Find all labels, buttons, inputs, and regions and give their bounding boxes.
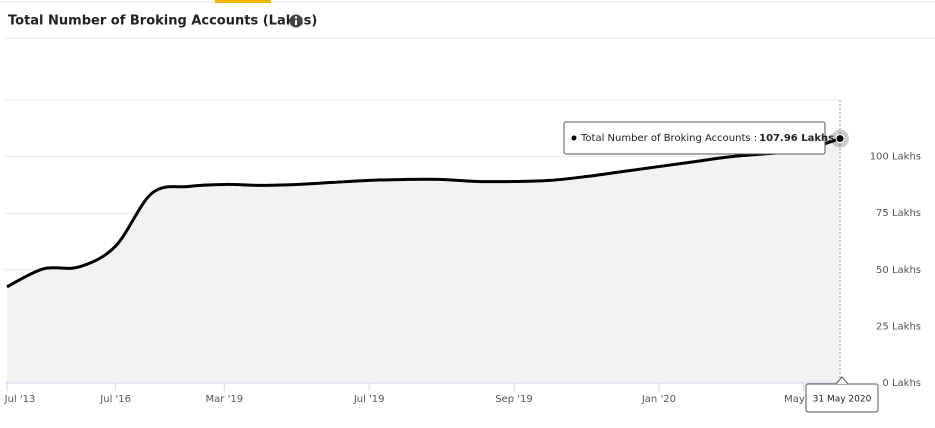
data-point xyxy=(835,134,845,144)
x-tick-label: Jul '16 xyxy=(99,394,131,405)
y-tick-label: 100 Lakhs xyxy=(870,152,921,163)
tooltip-bullet xyxy=(571,135,577,141)
date-pointer xyxy=(835,376,849,385)
active-tab xyxy=(215,0,271,3)
x-tick-label: Jul '13 xyxy=(4,394,36,405)
tooltip-box xyxy=(563,121,826,155)
info-icon[interactable] xyxy=(289,14,303,28)
x-tick-label: Jul '19 xyxy=(353,394,385,405)
date-tooltip: 31 May 2020 xyxy=(805,376,879,413)
y-tick-label: 50 Lakhs xyxy=(876,265,921,276)
x-tick-label: Jan '20 xyxy=(641,394,676,405)
x-tick-label: Sep '19 xyxy=(495,394,533,405)
tooltip-label: Total Number of Broking Accounts : xyxy=(580,133,757,144)
x-tick-label: May '20 xyxy=(784,394,823,405)
tooltip-text: Total Number of Broking Accounts :107.96… xyxy=(580,133,834,144)
x-tick-label: Mar '19 xyxy=(206,394,244,405)
y-tick-label: 75 Lakhs xyxy=(876,208,921,219)
date-text: 31 May 2020 xyxy=(813,395,872,405)
chart-title: Total Number of Broking Accounts (Lakhs) xyxy=(8,14,317,29)
tooltip-value: 107.96 Lakhs xyxy=(759,133,834,144)
line xyxy=(6,137,841,289)
y-tick-label: 0 Lakhs xyxy=(882,378,921,389)
y-tick-label: 25 Lakhs xyxy=(876,321,921,332)
area xyxy=(7,138,840,383)
tooltip: Total Number of Broking Accounts :107.96… xyxy=(563,121,834,155)
